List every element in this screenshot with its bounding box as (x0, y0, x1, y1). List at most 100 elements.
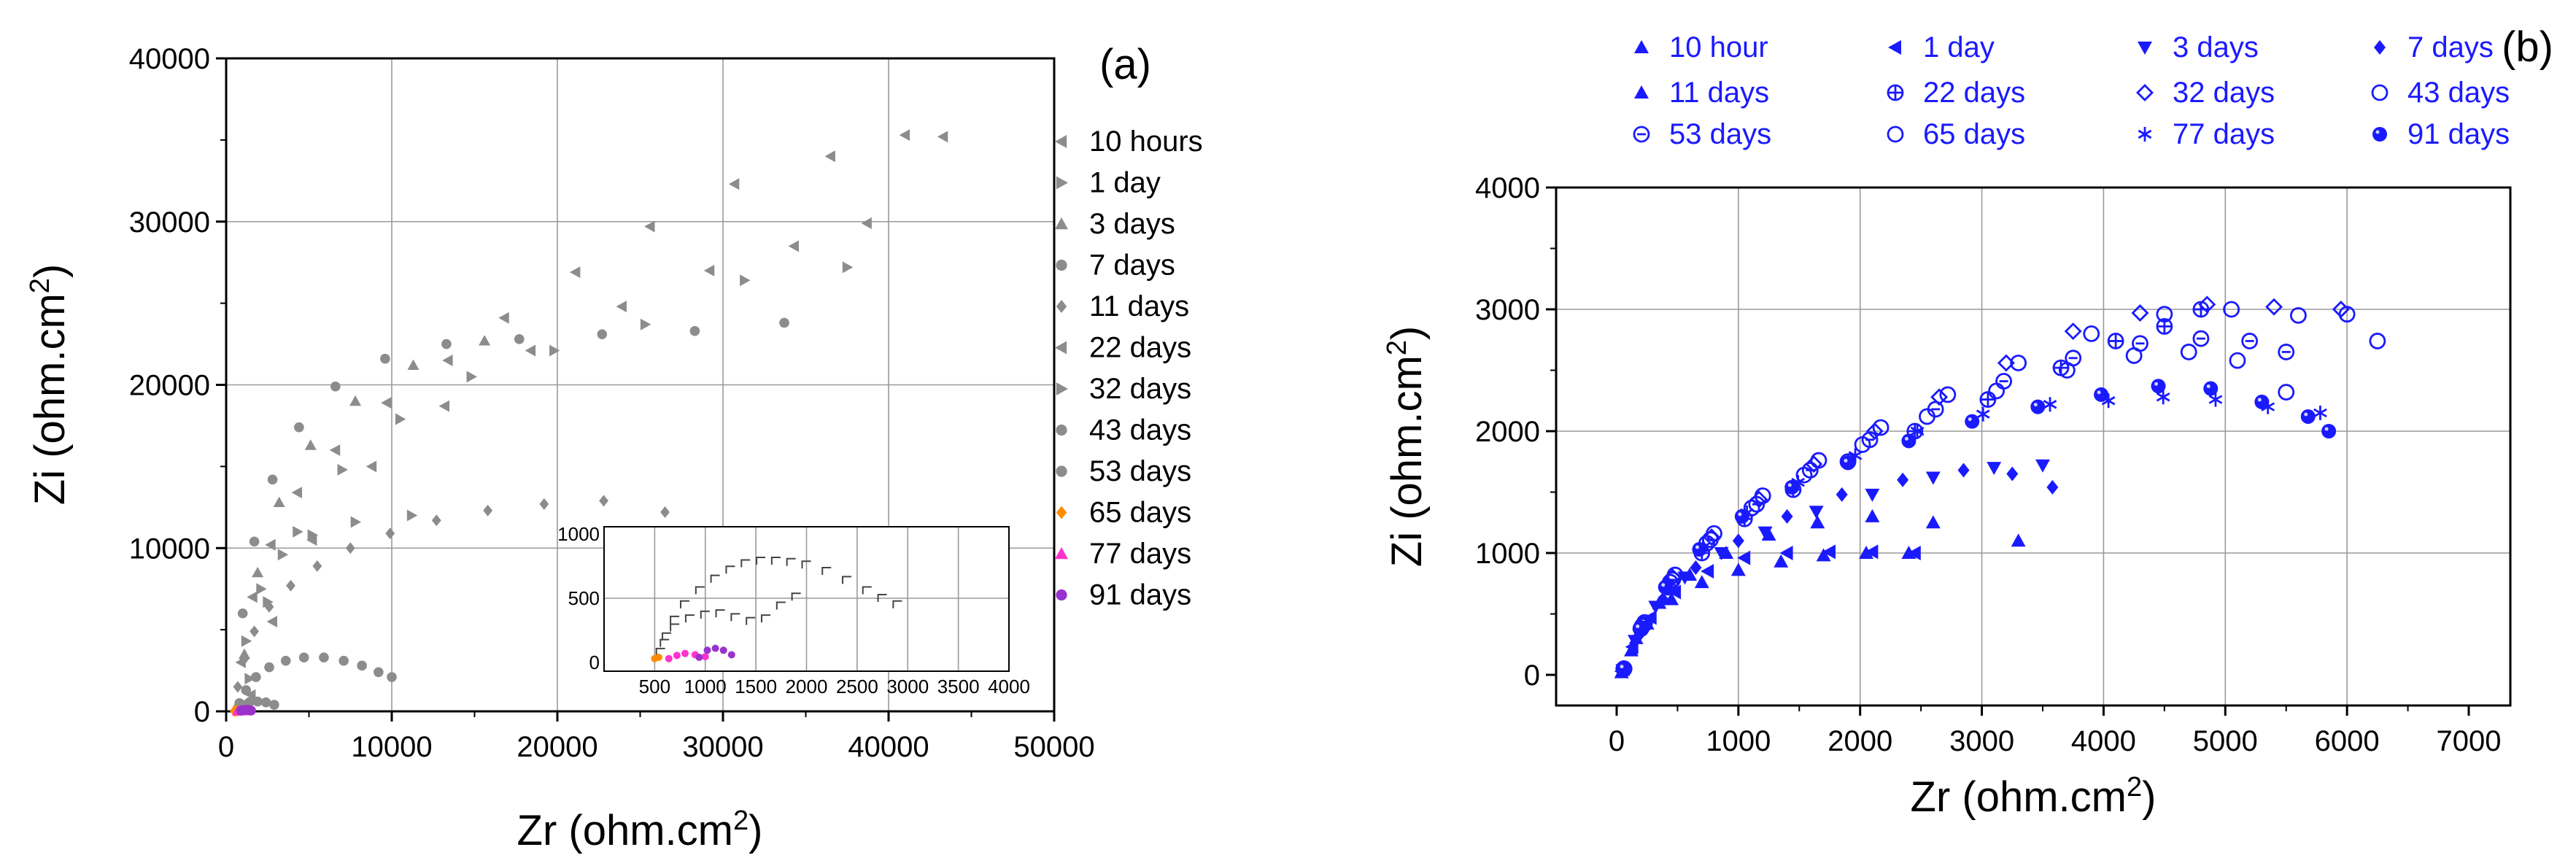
panel-b-legend: 10 hour 1 day 3 days 7 days 11 days 22 days 32… (1633, 31, 2510, 150)
legend-marker (1887, 84, 1904, 101)
legend-label: 3 days (2173, 31, 2259, 63)
data-point (2030, 399, 2046, 414)
x-tick-label: 1000 (1706, 725, 1771, 757)
panel-b-x-axis-label: Zr (ohm.cm2) (1911, 772, 2157, 821)
data-point (2313, 405, 2327, 420)
data-point (569, 266, 581, 279)
inset-grid (604, 527, 1009, 671)
inset-data-point (703, 646, 711, 654)
data-point (1897, 472, 1909, 487)
data-point (2278, 344, 2295, 360)
inset-y-tick-label: 0 (589, 652, 600, 673)
panel-b-y-axis-label: Zi (ohm.cm2) (1382, 326, 1431, 567)
legend-marker (1056, 465, 1067, 477)
data-point (1795, 466, 1813, 484)
data-point (1732, 533, 1744, 549)
data-point (385, 527, 395, 540)
data-point (380, 353, 390, 364)
data-point (1754, 487, 1771, 504)
data-point (273, 496, 285, 507)
legend-label: 10 hour (1669, 31, 1768, 63)
legend-marker (1055, 547, 1068, 560)
data-point (1692, 541, 1707, 557)
legend-marker (1633, 125, 1650, 143)
data-point (381, 397, 392, 409)
inset-frame (603, 526, 1010, 672)
inset-axis-ticks: 500 1000 1500 2000 2500 3000 3500 4000 0 500 1000 (557, 523, 1030, 697)
legend-marker (1056, 424, 1067, 436)
data-point (250, 625, 259, 638)
panel-a-chart: 0 10000 20000 30000 40000 5000001000020000300… (25, 41, 1203, 854)
data-point (1987, 462, 2002, 476)
inset-data-point (892, 600, 902, 608)
data-point (2094, 387, 2109, 402)
data-point (1761, 527, 1776, 541)
data-point (280, 655, 291, 666)
data-point (1910, 424, 1925, 438)
data-point (1737, 550, 1751, 565)
data-point (442, 354, 453, 366)
x-tick-label: 20000 (517, 731, 597, 763)
data-point (1690, 560, 1702, 576)
data-point (2208, 392, 2223, 407)
inset-x-tick-label: 500 (639, 676, 670, 697)
data-point (1865, 544, 1879, 560)
x-tick-label: 2000 (1827, 725, 1892, 757)
x-tick-label: 0 (1609, 725, 1625, 757)
legend-marker (1887, 125, 1904, 143)
inset-x-tick-label: 4000 (988, 676, 1030, 697)
data-point (387, 672, 397, 682)
data-point (2241, 333, 2259, 349)
data-point (1730, 562, 1746, 576)
data-point (265, 538, 276, 551)
legend-label: 91 days (2407, 118, 2510, 150)
y-tick-label: 10000 (129, 533, 210, 565)
data-point (237, 608, 248, 619)
data-point (1854, 436, 1871, 453)
legend-label: 7 days (1089, 250, 1175, 282)
data-point (357, 660, 367, 671)
data-point (241, 635, 252, 647)
y-tick-label: 30000 (129, 206, 210, 239)
inset-data-point (862, 586, 872, 595)
inset-data-point (775, 601, 786, 610)
legend-label: 11 days (1669, 77, 1769, 109)
legend-marker (1056, 176, 1068, 190)
data-point (319, 652, 329, 662)
panel-a-axis-ticks: 0 10000 20000 30000 40000 5000001000020000300… (129, 43, 1095, 763)
data-point (233, 681, 243, 693)
data-point (312, 560, 322, 572)
data-point (1652, 595, 1667, 609)
data-point (1925, 515, 1941, 529)
data-point (842, 261, 854, 274)
data-point (264, 600, 274, 613)
data-point (2035, 459, 2050, 473)
data-point (616, 301, 627, 313)
legend-label: 32 days (2173, 77, 2275, 109)
inset-y-tick-label: 1000 (557, 523, 600, 545)
data-point (251, 672, 261, 682)
inset-data-point (670, 615, 680, 624)
inset-data-point (842, 576, 851, 584)
data-point (2180, 344, 2197, 360)
data-point (307, 529, 319, 541)
inset-data-point (877, 594, 887, 602)
inset-data-point (727, 651, 735, 659)
data-point (2006, 466, 2019, 482)
data-point (788, 240, 800, 252)
panel-a-label: (a) (1099, 41, 1151, 88)
data-point (329, 444, 341, 456)
inset-data-point (701, 653, 709, 661)
data-point (599, 495, 608, 507)
inset-data-point (680, 600, 689, 608)
data-point (899, 129, 910, 142)
y-tick-label: 4000 (1475, 172, 1540, 204)
data-point (1694, 575, 1709, 589)
data-point (1658, 579, 1673, 595)
data-point (1809, 506, 1824, 519)
inset-data-point (761, 614, 770, 623)
data-point (337, 463, 348, 476)
data-point (395, 413, 406, 425)
x-tick-label: 0 (218, 731, 234, 763)
data-point (252, 696, 263, 707)
